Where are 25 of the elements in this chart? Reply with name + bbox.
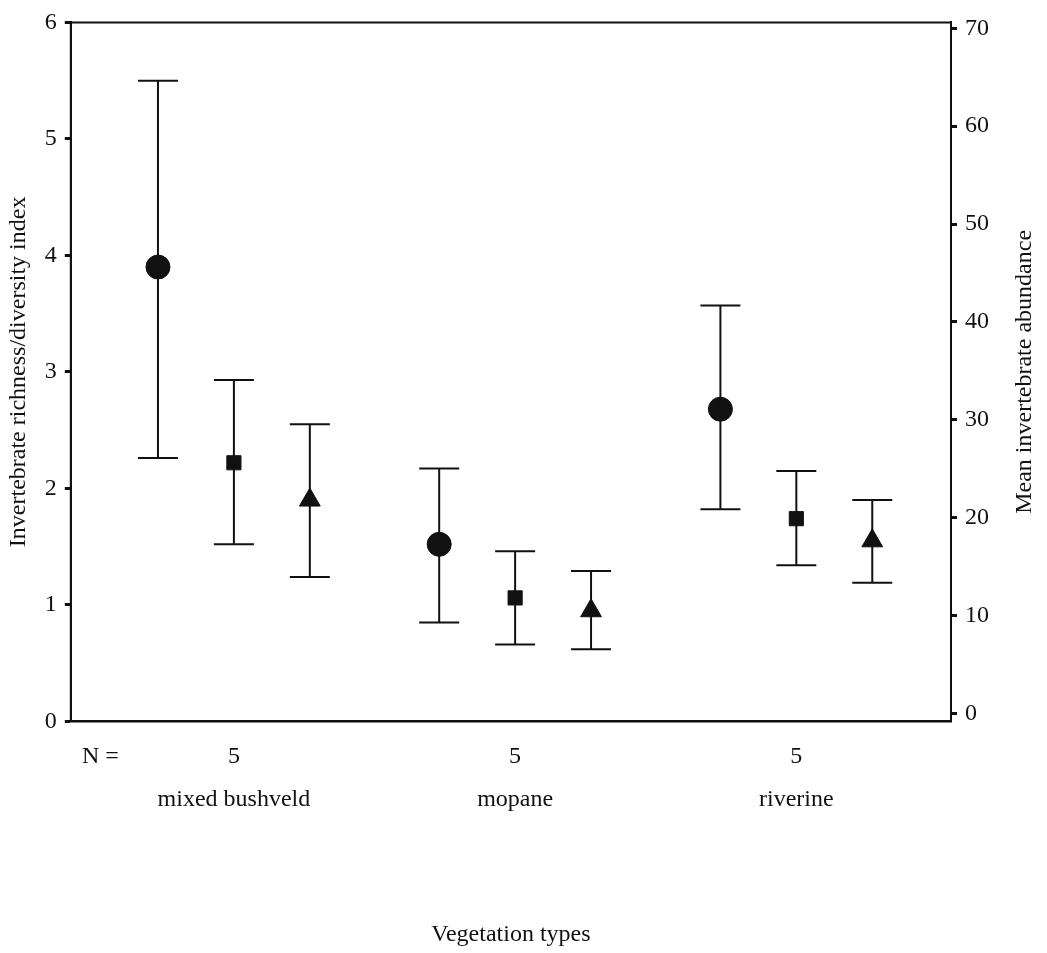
y-tick-label: 1 bbox=[44, 590, 57, 617]
y2-tick-label: 30 bbox=[965, 405, 989, 432]
y-tick-label: 6 bbox=[44, 7, 57, 34]
x-axis-title: Vegetation types bbox=[431, 919, 591, 946]
y-axis-title: Invertebrate richness/diversity index bbox=[3, 196, 30, 548]
y2-tick-label: 60 bbox=[965, 111, 989, 138]
x-tick-label: mixed bushveld bbox=[157, 785, 311, 812]
x-tick-label: riverine bbox=[759, 785, 834, 812]
text: 5 bbox=[227, 741, 240, 768]
y-tick-label: 0 bbox=[44, 706, 57, 733]
x-tick-label: mopane bbox=[477, 785, 554, 812]
y2-tick-label: 10 bbox=[965, 600, 989, 627]
y2-tick-label: 40 bbox=[965, 307, 989, 334]
y2-axis-title: Mean invertebrate abundance bbox=[1010, 229, 1037, 514]
text: 5 bbox=[509, 741, 522, 768]
y2-tick-label: 70 bbox=[965, 13, 989, 40]
text: 5 bbox=[790, 741, 803, 768]
y-tick-label: 2 bbox=[44, 473, 57, 500]
y-tick-label: 4 bbox=[44, 240, 57, 267]
text: N = bbox=[82, 741, 119, 768]
y2-tick-label: 20 bbox=[965, 503, 989, 530]
y-tick-label: 3 bbox=[44, 357, 57, 384]
y2-tick-label: 50 bbox=[965, 209, 989, 236]
y2-tick-label: 0 bbox=[965, 698, 977, 725]
y-tick-label: 5 bbox=[44, 124, 57, 151]
